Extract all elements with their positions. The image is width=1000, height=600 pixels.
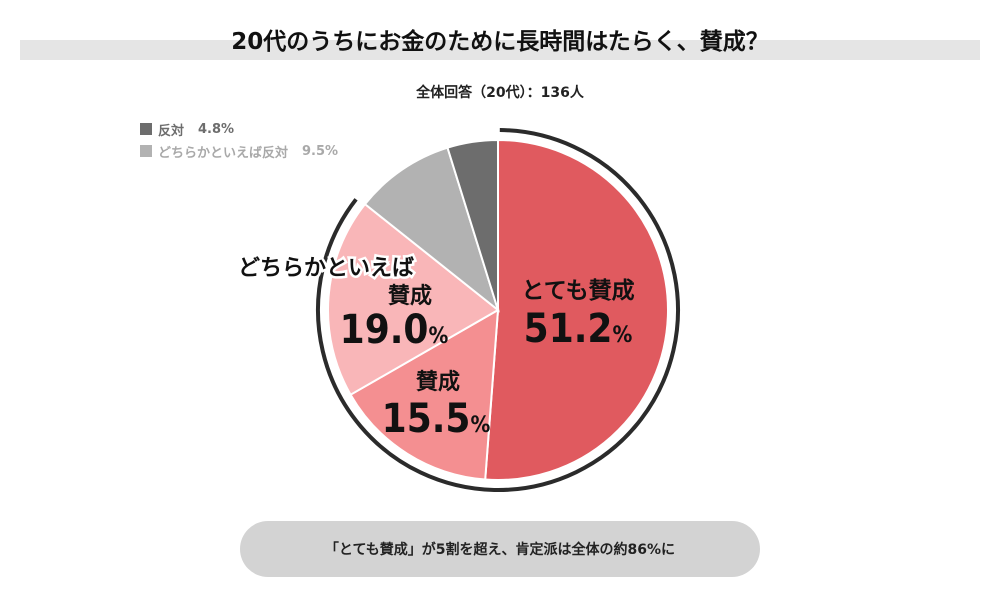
slice-label-sansei: 賛成	[416, 370, 460, 395]
pie-slice-dochira-sansei	[327, 202, 500, 397]
slice-pct-sansei: %	[470, 413, 490, 438]
legend-label-hantai: 反対	[158, 123, 185, 139]
legend-item-hantai: 反対 4.8%	[140, 118, 338, 140]
legend-item-dochira-hantai: どちらかといえば反対 9.5%	[140, 140, 338, 162]
slice-value-totemo-group: 51.2%	[524, 306, 633, 352]
title-band	[20, 40, 980, 60]
slice-label-dochira-line2: 賛成	[388, 284, 432, 309]
legend-swatch-dochira-hantai	[140, 145, 152, 157]
slice-value-sansei: 15.5	[382, 396, 471, 442]
slice-value-sansei-group: 15.5%	[382, 396, 491, 442]
slice-value-dochira: 19.0	[340, 307, 429, 353]
footer-note: 「とても賛成」が5割を超え、肯定派は全体の約86%に	[240, 521, 760, 577]
chart-title: 20代のうちにお金のために長時間はたらく、賛成？	[231, 29, 769, 55]
slice-label-totemo: とても賛成	[521, 278, 634, 304]
footer-note-text: 「とても賛成」が5割を超え、肯定派は全体の約86%に	[324, 542, 676, 558]
legend-label-dochira-hantai: どちらかといえば反対	[158, 145, 289, 161]
slice-pct-dochira: %	[428, 324, 448, 349]
legend-value-dochira-hantai: 9.5%	[302, 143, 339, 159]
slice-value-totemo: 51.2	[524, 306, 613, 352]
slice-pct-totemo: %	[612, 323, 632, 348]
legend-value-hantai: 4.8%	[198, 121, 235, 137]
legend: 反対 4.8% どちらかといえば反対 9.5%	[140, 118, 338, 162]
slice-label-dochira-line1: どちらかといえば	[238, 256, 414, 281]
pie-slice-dochira-hantai	[363, 146, 500, 313]
outer-arc	[316, 128, 680, 492]
legend-swatch-hantai	[140, 123, 152, 135]
slice-value-dochira-group: 19.0%	[340, 307, 449, 353]
chart-subtitle: 全体回答（20代）：136人	[416, 85, 584, 101]
pie-slice-sansei	[349, 308, 500, 481]
pie-slice-totemo-sansei	[484, 138, 669, 481]
pie-slices	[327, 138, 669, 481]
pie-slice-hantai	[446, 138, 499, 311]
